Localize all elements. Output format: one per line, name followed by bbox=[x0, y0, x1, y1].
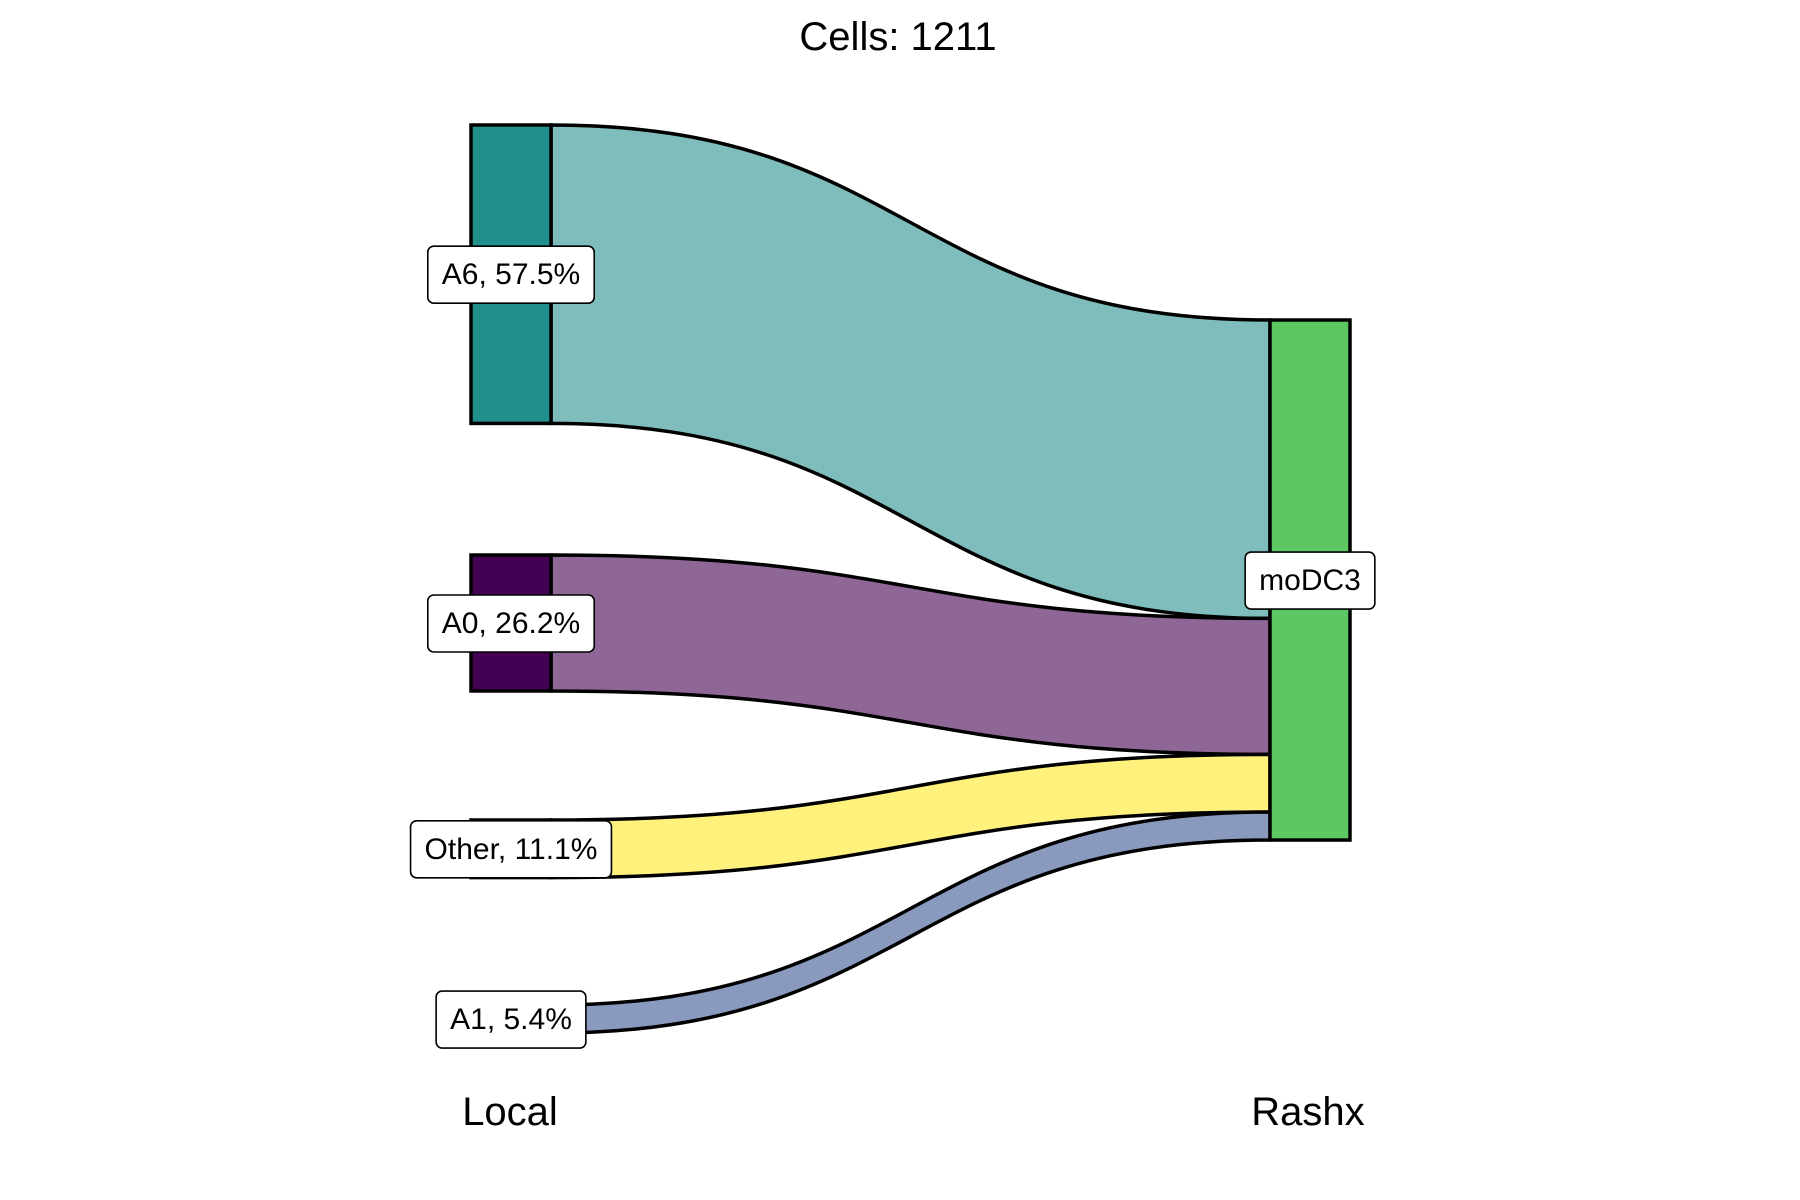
flows-layer bbox=[549, 123, 1272, 1035]
label-other: Other, 11.1% bbox=[409, 820, 613, 879]
svg-text:A1, 5.4%: A1, 5.4% bbox=[450, 1003, 572, 1036]
svg-text:Other, 11.1%: Other, 11.1% bbox=[425, 833, 598, 866]
axis-label-local: Local bbox=[462, 1090, 558, 1134]
axis-label-rashx: Rashx bbox=[1251, 1090, 1364, 1134]
label-a0: A0, 26.2% bbox=[426, 594, 596, 653]
svg-text:A6, 57.5%: A6, 57.5% bbox=[442, 258, 580, 291]
label-a6: A6, 57.5% bbox=[426, 245, 596, 305]
svg-text:moDC3: moDC3 bbox=[1259, 564, 1361, 597]
svg-text:A0, 26.2%: A0, 26.2% bbox=[442, 607, 580, 640]
chart-title: Cells: 1211 bbox=[799, 15, 996, 59]
flow-other-to-modc3 bbox=[549, 752, 1272, 880]
label-modc3: moDC3 bbox=[1244, 551, 1376, 610]
flow-a6-to-modc3 bbox=[549, 123, 1272, 621]
label-a1: A1, 5.4% bbox=[435, 990, 587, 1049]
labels-layer: A6, 57.5% A0, 26.2% Other, 11.1% A1, 5.4% mo… bbox=[409, 245, 1376, 1049]
